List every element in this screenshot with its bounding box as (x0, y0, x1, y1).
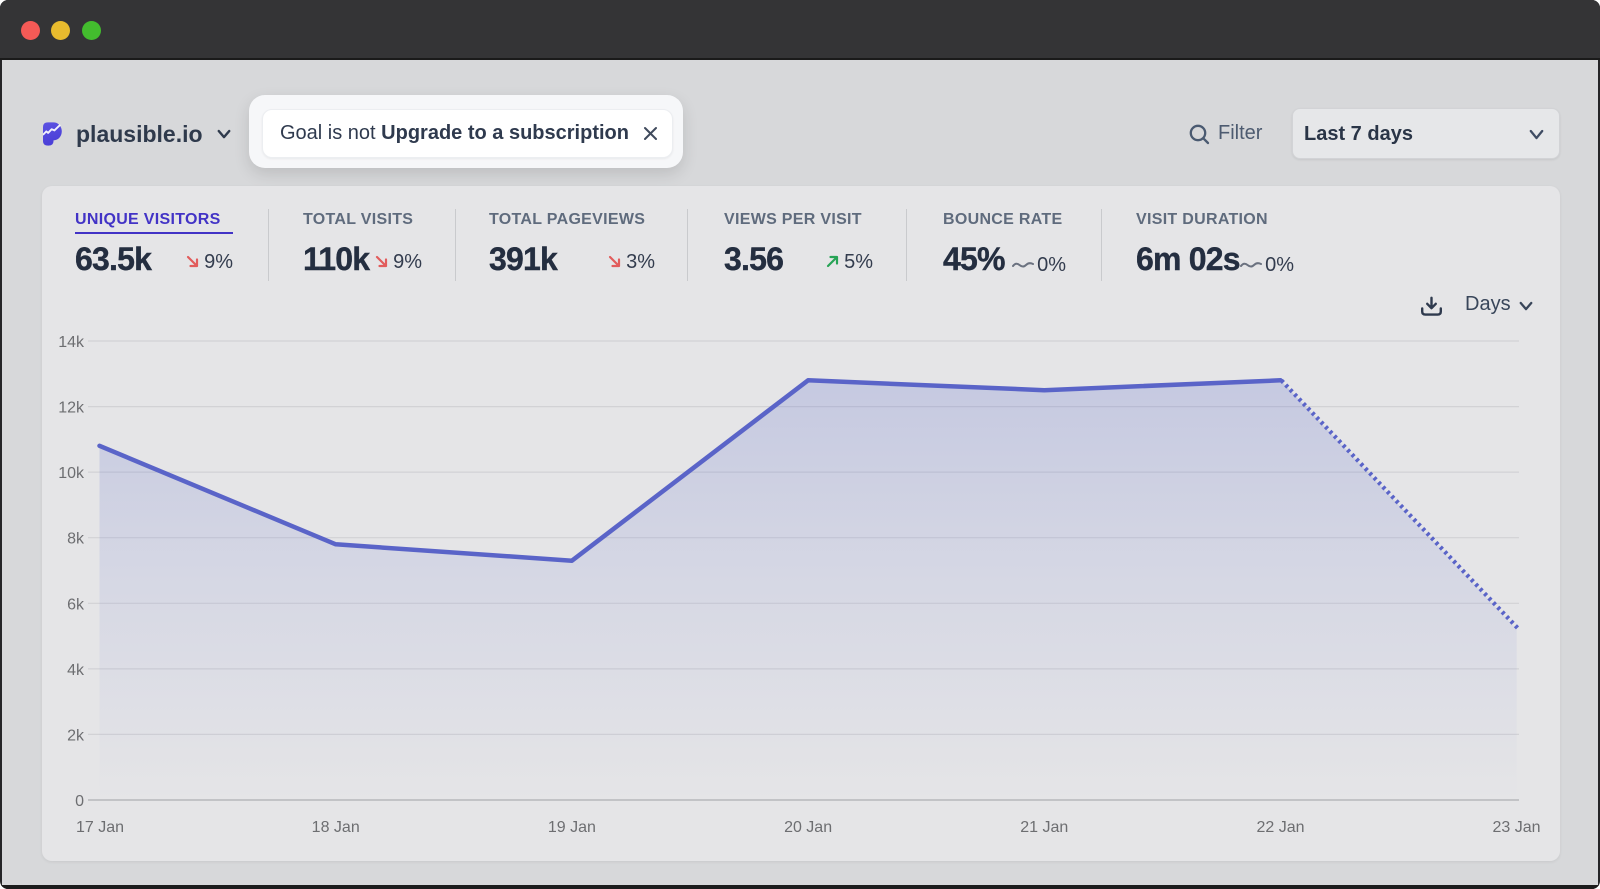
svg-text:23 Jan: 23 Jan (1492, 819, 1540, 836)
svg-text:2k: 2k (67, 727, 85, 744)
svg-text:10k: 10k (58, 465, 85, 482)
svg-text:14k: 14k (58, 334, 85, 351)
svg-text:4k: 4k (67, 662, 85, 679)
svg-text:18 Jan: 18 Jan (312, 819, 360, 836)
svg-text:12k: 12k (58, 400, 85, 417)
svg-text:22 Jan: 22 Jan (1256, 819, 1304, 836)
svg-text:19 Jan: 19 Jan (548, 819, 596, 836)
svg-text:17 Jan: 17 Jan (76, 819, 124, 836)
svg-text:8k: 8k (67, 531, 85, 548)
svg-text:20 Jan: 20 Jan (784, 819, 832, 836)
svg-text:21 Jan: 21 Jan (1020, 819, 1068, 836)
svg-text:6k: 6k (67, 596, 85, 613)
svg-text:0: 0 (75, 793, 84, 810)
